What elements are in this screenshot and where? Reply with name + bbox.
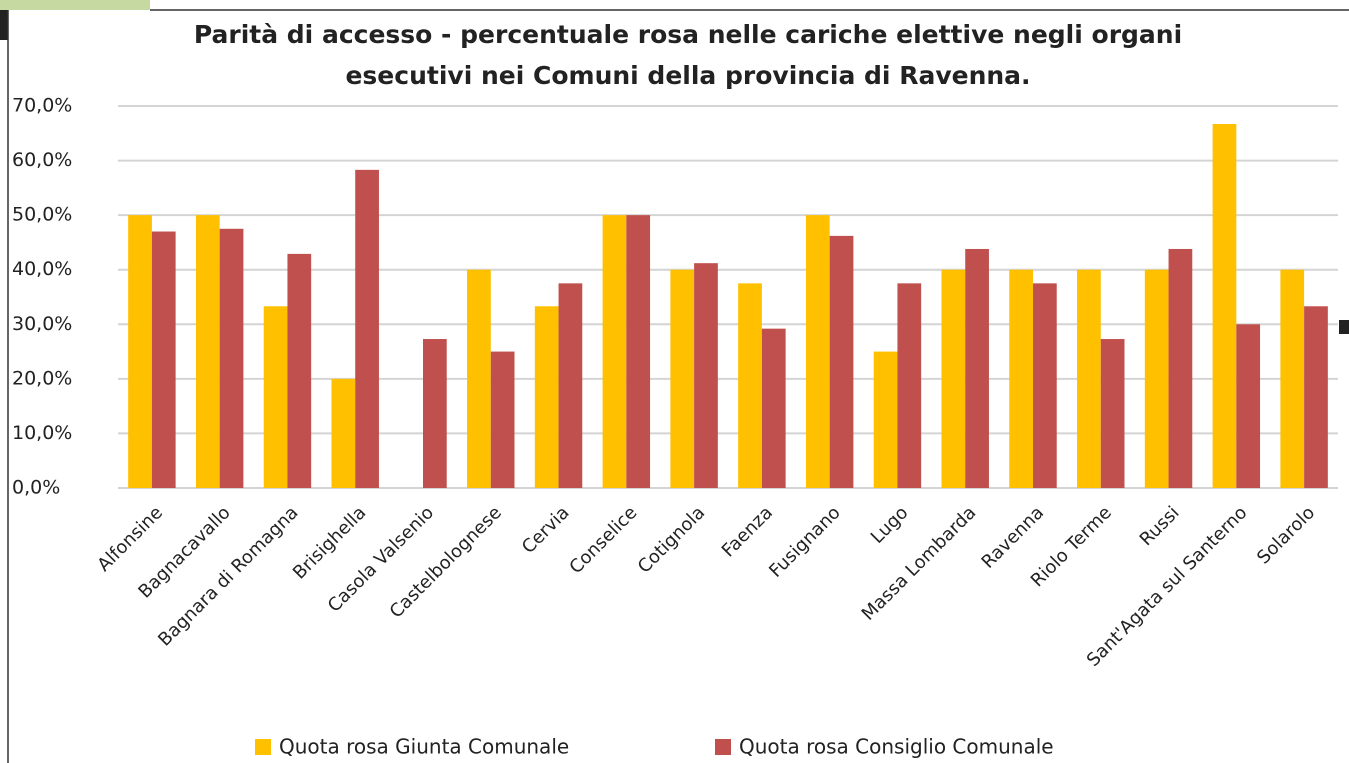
y-tick-label: 10,0% [12, 422, 72, 444]
bar [626, 215, 651, 488]
bar [263, 306, 288, 488]
x-tick-label: Conselice [565, 502, 641, 578]
bar [423, 339, 447, 488]
bar [1144, 269, 1169, 488]
bar [1077, 269, 1101, 488]
chart-title: esecutivi nei Comuni della provincia di … [345, 61, 1030, 90]
bar [1033, 283, 1057, 488]
bar [873, 351, 898, 488]
bar [128, 215, 152, 488]
x-tick-label: Lugo [867, 502, 913, 548]
bar [467, 269, 491, 488]
bar [1236, 324, 1261, 488]
bar [151, 231, 176, 488]
x-tick-label: Massa Lombarda [858, 502, 981, 625]
bar [1304, 306, 1328, 488]
bar [219, 228, 244, 489]
y-tick-label: 0,0% [12, 477, 60, 499]
corner-decoration [0, 10, 8, 40]
bar [355, 169, 379, 488]
x-tick-label: Alfonsine [93, 502, 166, 575]
x-tick-label: Bagnara di Romagna [154, 502, 302, 650]
bar [331, 378, 356, 488]
edge-decoration [1339, 320, 1349, 334]
y-tick-label: 40,0% [12, 258, 72, 280]
bar [941, 269, 966, 488]
bar [558, 283, 583, 488]
x-tick-label: Cotignola [634, 502, 709, 577]
legend-label: Quota rosa Giunta Comunale [279, 735, 569, 759]
bar [534, 306, 559, 488]
chart-title: Parità di accesso - percentuale rosa nel… [194, 20, 1182, 49]
legend-swatch [255, 739, 271, 755]
bar [965, 248, 989, 488]
x-tick-label: Solarolo [1253, 502, 1319, 568]
x-tick-label: Fusignano [765, 502, 845, 582]
bar [738, 283, 762, 488]
y-tick-label: 70,0% [12, 95, 72, 117]
y-tick-label: 50,0% [12, 204, 72, 226]
x-tick-label: Russi [1136, 502, 1184, 550]
bar [1009, 269, 1033, 488]
bar [805, 215, 830, 488]
bar [897, 283, 922, 488]
x-tick-label: Cervia [518, 502, 574, 558]
bar [287, 253, 312, 488]
x-tick-label: Faenza [718, 502, 777, 561]
bar [602, 215, 627, 488]
legend-swatch [715, 739, 731, 755]
x-tick-label: Ravenna [978, 502, 1049, 573]
corner-decoration [0, 0, 150, 10]
y-tick-label: 30,0% [12, 313, 72, 335]
bar [761, 328, 786, 488]
bar [829, 235, 854, 488]
bar [1100, 339, 1125, 488]
bar [1168, 248, 1193, 488]
legend-label: Quota rosa Consiglio Comunale [739, 735, 1054, 759]
bar [195, 215, 220, 488]
bar [490, 351, 515, 488]
x-tick-label: Castelbolognese [386, 502, 506, 622]
bar [1280, 269, 1305, 488]
bar [1212, 124, 1237, 488]
y-tick-label: 60,0% [12, 149, 72, 171]
y-tick-label: 20,0% [12, 367, 72, 389]
bar [694, 263, 718, 488]
bar [670, 269, 695, 488]
